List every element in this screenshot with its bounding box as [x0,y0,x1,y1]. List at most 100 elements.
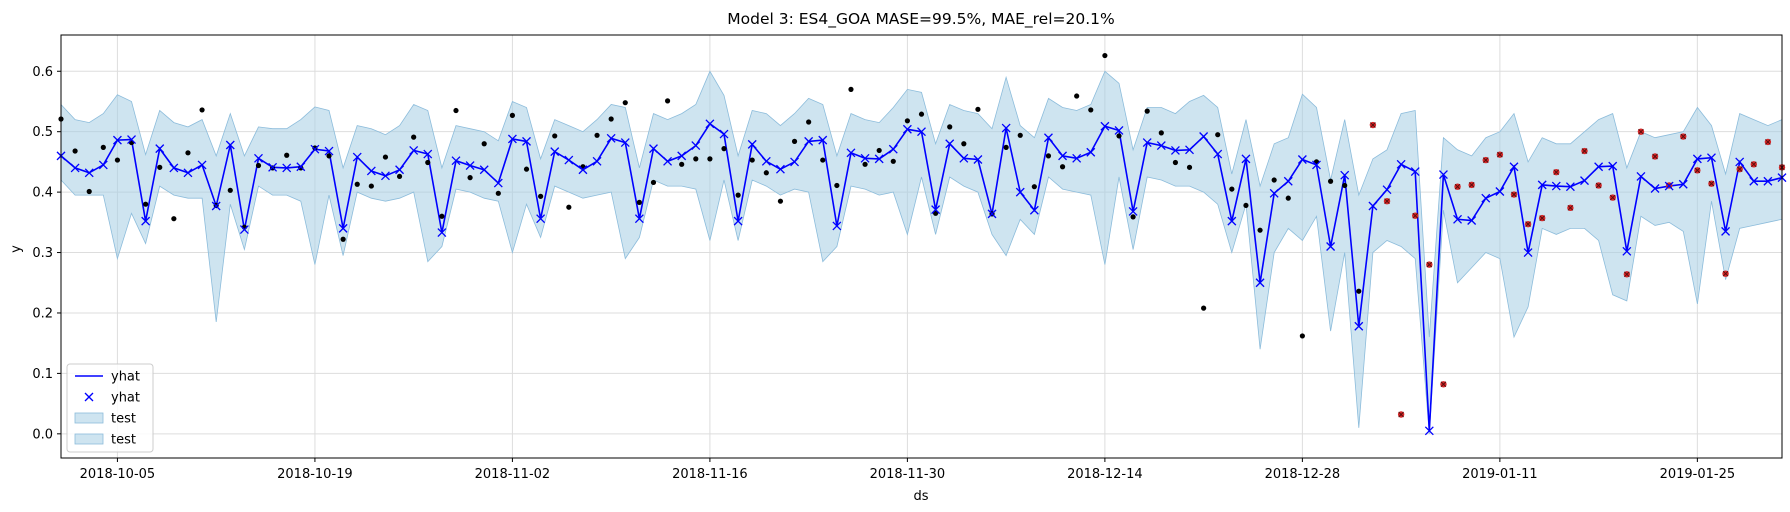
train-point [495,190,501,196]
yhat-marker [1721,226,1731,236]
train-point [1045,153,1052,159]
train-point [1257,227,1263,233]
train-point [862,161,868,167]
yhat-marker [268,162,278,172]
yhat-marker [127,135,136,145]
train-point [918,111,925,117]
train-point [1102,52,1108,59]
yhat-marker [1255,278,1265,288]
yhat-marker [733,216,743,226]
yhat-marker [1199,132,1209,141]
yhat-marker [775,164,785,174]
yhat-marker [832,221,842,231]
yhat-marker [366,166,376,176]
yhat-marker [197,160,207,170]
yhat-marker [1537,180,1547,190]
train-point [552,133,558,139]
yhat-marker [211,201,221,211]
yhat-marker [1565,182,1575,192]
yhat-marker [84,168,94,178]
train-points-layer [58,52,1362,339]
train-point [947,124,953,130]
train-point [1017,132,1023,138]
yhat-marker [338,223,348,233]
test-point-cross [1722,270,1729,277]
yhat-marker [479,165,489,175]
train-point [1186,164,1193,170]
legend-label: yhat [111,391,140,406]
legend-band-swatch [74,433,104,445]
y-tick-label: 0.3 [32,246,53,261]
yhat-marker [578,165,588,175]
train-point [227,187,233,193]
train-point [791,138,798,144]
yhat-marker [1185,145,1194,155]
train-point [679,161,685,167]
yhat-marker [1015,187,1025,197]
x-tick-label: 2018-10-05 [80,467,156,482]
yhat-marker [155,144,165,154]
train-point [735,192,741,198]
train-point [1003,144,1009,150]
yhat-marker [239,225,249,235]
train-point [354,181,360,187]
yhat-marker [465,161,475,170]
train-point [382,154,389,160]
train-point [368,183,374,189]
train-point [566,204,572,210]
yhat-marker [902,124,912,134]
train-point [1172,159,1179,166]
train-point [707,156,713,162]
test-point-cross [1539,215,1546,221]
train-point [326,153,332,159]
yhat-marker [818,135,828,145]
yhat-marker [1058,151,1068,161]
yhat-marker [1749,176,1759,186]
yhat-marker [677,151,687,161]
train-point [636,199,642,205]
yhat-marker [649,144,658,154]
yhat-marker [1241,154,1251,164]
yhat-marker [945,139,955,149]
legend-label: test [111,433,136,448]
test-point-cross [1482,157,1489,163]
yhat-marker [691,141,701,151]
yhat-marker [1495,187,1505,196]
test-point-cross [1680,133,1687,140]
yhat-marker [564,155,574,165]
chart-title: Model 3: ES4_GOA MASE=99.5%, MAE_rel=20.… [727,10,1115,29]
train-point [1215,132,1221,138]
yhat-marker [606,133,616,143]
yhat-marker [1636,171,1646,181]
test-point-cross [1511,191,1517,198]
train-point [1088,107,1094,113]
train-point [1074,93,1080,99]
legend-box [66,363,154,453]
test-point-cross [1581,148,1588,154]
yhat-marker [1678,179,1688,189]
x-tick-label: 2018-11-16 [672,467,748,482]
train-point [1130,214,1136,220]
train-point [1327,178,1334,184]
train-point [481,141,487,147]
yhat-marker [296,162,306,172]
yhat-marker-layer [56,119,1787,436]
train-point [425,159,431,166]
train-point [961,141,967,147]
x-tick-label: 2018-10-19 [277,467,353,482]
yhat-marker [451,156,461,166]
yhat-marker [1213,149,1223,159]
train-point [1243,202,1249,209]
yhat-marker [1523,248,1533,258]
train-point [86,188,92,195]
legend: yhat yhat test test [66,363,154,453]
legend-label: test [111,412,136,427]
test-point-cross [1736,166,1743,173]
train-point [467,175,473,181]
yhat-marker [1283,176,1293,186]
train-point [114,157,121,163]
yhat-marker [1735,157,1745,167]
yhat-marker [917,127,926,137]
x-tick-label: 2018-11-30 [870,467,946,482]
yhat-marker [874,154,884,164]
